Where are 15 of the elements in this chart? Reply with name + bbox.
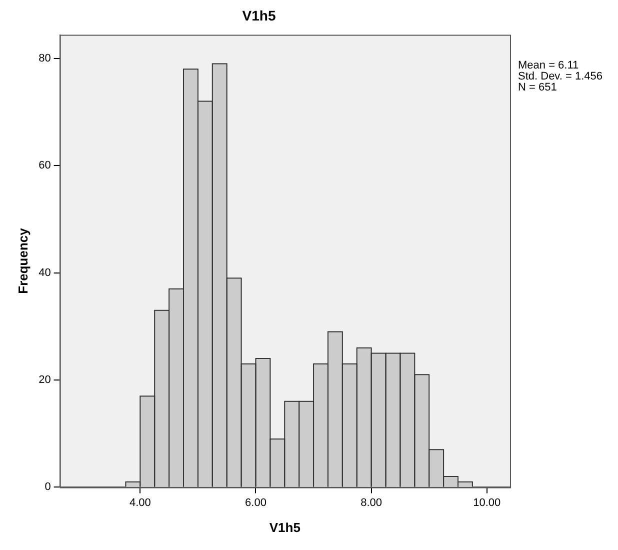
x-tick-label: 4.00 bbox=[129, 496, 151, 509]
x-axis-title: V1h5 bbox=[269, 520, 300, 535]
text: N = 651 bbox=[518, 81, 557, 94]
x-tick-label: 10.00 bbox=[473, 496, 501, 509]
x-tick-label: 6.00 bbox=[245, 496, 266, 509]
text: Mean = 6.11 bbox=[518, 59, 579, 72]
y-axis-title: Frequency bbox=[15, 227, 30, 294]
chart-title: V1h5 bbox=[242, 7, 276, 24]
text: Std. Dev. = 1.456 bbox=[518, 70, 602, 82]
y-tick-label: 40 bbox=[38, 266, 51, 279]
y-tick-label: 80 bbox=[38, 52, 51, 64]
y-tick-label: 20 bbox=[38, 374, 51, 386]
y-tick-label: 0 bbox=[44, 481, 51, 494]
x-tick-label: 8.00 bbox=[360, 496, 382, 509]
y-tick-label: 60 bbox=[38, 160, 51, 172]
